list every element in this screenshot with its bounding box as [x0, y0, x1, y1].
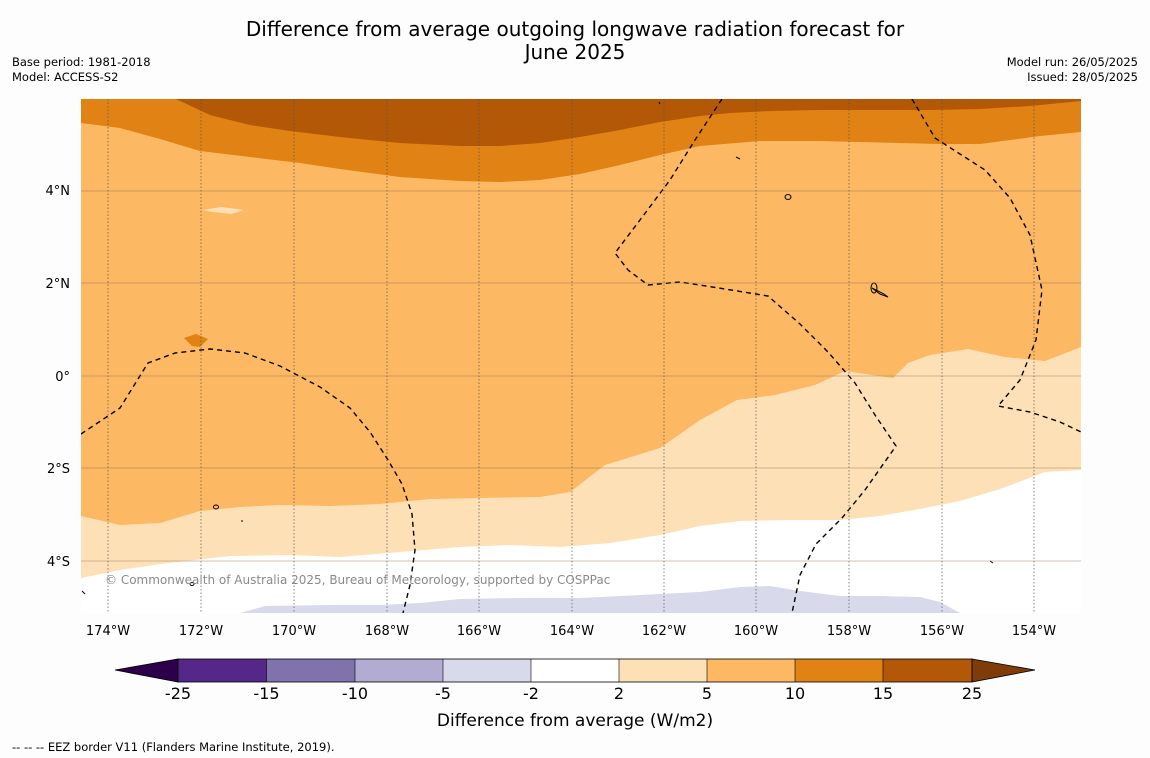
colorbar-tick-label: 15 — [873, 684, 893, 703]
colorbar-segment — [619, 659, 707, 682]
lon-tick-label: 172°W — [179, 624, 223, 639]
colorbar-tick-label: -25 — [165, 684, 191, 703]
lon-tick-label: 164°W — [550, 624, 594, 639]
title-line-1: Difference from average outgoing longwav… — [245, 17, 905, 41]
lon-tick-label: 166°W — [457, 624, 501, 639]
model-run-text: Model run: 26/05/2025 — [1006, 55, 1138, 69]
lon-tick-label: 158°W — [827, 624, 871, 639]
meta-right: Model run: 26/05/2025 Issued: 28/05/2025 — [1007, 55, 1138, 85]
eez-border-lines — [81, 99, 1081, 613]
colorbar-dividers — [266, 659, 884, 682]
chart-title: Difference from average outgoing longwav… — [0, 18, 1150, 64]
colorbar-segment — [266, 659, 355, 682]
colorbar-segment — [178, 659, 267, 682]
colorbar-tick-labels: -25 -15 -10 -5 -2 2 5 10 15 25 — [165, 684, 982, 703]
issued-text: Issued: 28/05/2025 — [1027, 70, 1138, 84]
lat-tick-label: 4°N — [46, 184, 71, 199]
anomaly-10-15-patch — [184, 334, 208, 347]
colorbar-segment — [531, 659, 619, 682]
lat-tick-label: 0° — [55, 370, 70, 385]
title-line-2: June 2025 — [524, 40, 626, 64]
latitude-gridlines — [81, 190, 1081, 562]
longitude-gridlines — [107, 99, 1035, 613]
colorbar-tick-label: -2 — [523, 684, 539, 703]
colorbar-segment — [443, 659, 531, 682]
colorbar-tick-label: 2 — [614, 684, 624, 703]
colorbar-segment — [795, 659, 883, 682]
colorbar-tick-label: -5 — [435, 684, 451, 703]
colorbar-tick-label: 25 — [962, 684, 982, 703]
latitude-tick-labels: 4°N 2°N 0° 2°S 4°S — [46, 184, 71, 570]
anomaly-minus-5-minus-2-region — [240, 586, 960, 613]
lon-tick-label: 162°W — [642, 624, 686, 639]
longitude-tick-labels: 174°W 172°W 170°W 168°W 166°W 164°W 162°… — [86, 624, 1056, 639]
anomaly-15-25-region — [176, 99, 1081, 146]
base-period-text: Base period: 1981-2018 — [12, 55, 151, 69]
colorbar-extend-high — [971, 658, 1036, 683]
lat-tick-label: 4°S — [47, 555, 70, 570]
colorbar-outline — [177, 658, 973, 683]
colorbar-extend-low — [114, 658, 179, 683]
lon-tick-label: 174°W — [86, 624, 130, 639]
small-island-outlines — [81, 101, 994, 595]
lon-tick-label: 154°W — [1012, 624, 1056, 639]
colorbar-tick-label: 5 — [702, 684, 712, 703]
colorbar-tick-label: 10 — [785, 684, 805, 703]
colorbar-tick-label: -15 — [253, 684, 279, 703]
lon-tick-label: 160°W — [734, 624, 778, 639]
colorbar: -25 -15 -10 -5 -2 2 5 10 15 25 Differenc… — [114, 658, 1036, 731]
model-text: Model: ACCESS-S2 — [12, 70, 119, 84]
anomaly-neutral-region — [81, 470, 1081, 613]
colorbar-segment — [707, 659, 795, 682]
anomaly-2-5-patch — [202, 207, 244, 214]
copyright-notice: © Commonwealth of Australia 2025, Bureau… — [105, 573, 610, 587]
colorbar-label: Difference from average (W/m2) — [437, 711, 713, 731]
lon-tick-label: 168°W — [365, 624, 409, 639]
lat-tick-label: 2°S — [47, 462, 70, 477]
meta-left: Base period: 1981-2018 Model: ACCESS-S2 — [12, 55, 151, 85]
colorbar-tick-label: -10 — [342, 684, 368, 703]
eez-border-footnote: -- -- -- EEZ border V11 (Flanders Marine… — [12, 740, 335, 754]
colorbar-segment — [355, 659, 443, 682]
colorbar-segment — [883, 659, 972, 682]
lon-tick-label: 170°W — [272, 624, 316, 639]
map-panel: © Commonwealth of Australia 2025, Bureau… — [81, 99, 1081, 613]
lon-tick-label: 156°W — [920, 624, 964, 639]
lat-tick-label: 2°N — [46, 277, 71, 292]
